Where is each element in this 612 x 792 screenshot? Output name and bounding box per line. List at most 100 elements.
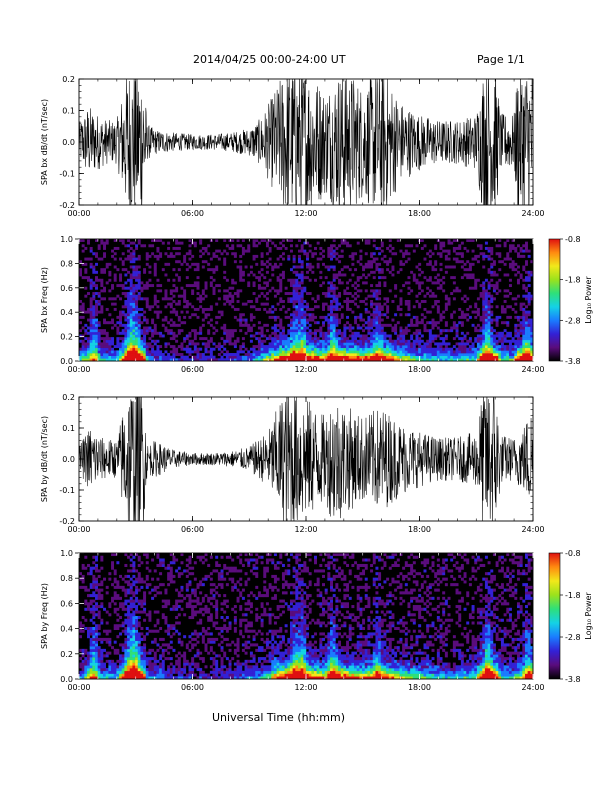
- spectrogram-cell: [348, 254, 352, 258]
- spectrogram-cell: [519, 254, 523, 258]
- spectrogram-cell: [207, 339, 211, 343]
- spectrogram-cell: [471, 353, 475, 356]
- spectrogram-cell: [434, 347, 438, 351]
- spectrogram-cell: [247, 300, 251, 303]
- spectrogram-cell: [289, 337, 293, 341]
- spectrogram-cell: [151, 640, 155, 644]
- x-tick-label: 12:00: [294, 209, 317, 218]
- spectrogram-cell: [498, 353, 502, 356]
- spectrogram-cell: [300, 334, 304, 338]
- spectrogram-cell: [316, 342, 320, 346]
- spectrogram-cell: [431, 281, 435, 285]
- spectrogram-cell: [81, 315, 85, 319]
- spectrogram-cell: [87, 276, 90, 280]
- spectrogram-cell: [95, 276, 98, 280]
- spectrogram-cell: [346, 281, 350, 285]
- spectrogram-cell: [212, 252, 216, 256]
- spectrogram-cell: [156, 249, 160, 253]
- spectrogram-cell: [319, 276, 323, 280]
- spectrogram-cell: [188, 635, 192, 639]
- spectrogram-cell: [330, 313, 334, 317]
- spectrogram-cell: [314, 300, 317, 303]
- spectrogram-cell: [145, 326, 149, 330]
- spectrogram-cell: [199, 347, 203, 351]
- spectrogram-cell: [81, 358, 85, 362]
- spectrogram-cell: [404, 326, 408, 330]
- spectrogram-cell: [105, 334, 109, 338]
- spectrogram-cell: [89, 665, 93, 669]
- spectrogram-cell: [100, 268, 104, 272]
- spectrogram-cell: [487, 345, 491, 349]
- spectrogram-cell: [343, 329, 347, 333]
- spectrogram-cell: [370, 334, 374, 338]
- spectrogram-cell: [519, 355, 523, 359]
- spectrogram-cell: [108, 643, 112, 647]
- spectrogram-cell: [420, 345, 424, 349]
- spectrogram-cell: [119, 276, 123, 280]
- spectrogram-cell: [458, 347, 462, 351]
- spectrogram-cell: [450, 315, 454, 319]
- spectrogram-cell: [121, 358, 125, 362]
- spectrogram-cell: [231, 342, 235, 346]
- spectrogram-cell: [324, 345, 328, 349]
- spectrogram-cell: [359, 326, 363, 330]
- spectrogram-cell: [303, 276, 307, 280]
- spectrogram-cell: [204, 350, 208, 354]
- spectrogram-cell: [351, 355, 355, 359]
- spectrogram-cell: [105, 654, 109, 658]
- spectrogram-cell: [225, 297, 229, 301]
- spectrogram-cell: [426, 321, 430, 325]
- spectrogram-cell: [289, 329, 293, 333]
- spectrogram-cell: [177, 605, 181, 609]
- spectrogram-cell: [268, 257, 272, 261]
- spectrogram-cell: [412, 342, 416, 346]
- spectrogram-cell: [426, 329, 430, 333]
- spectrogram-cell: [500, 355, 504, 359]
- spectrogram-cell: [380, 329, 384, 333]
- spectrogram-cell: [346, 339, 350, 343]
- spectrogram-cell: [100, 602, 104, 606]
- spectrogram-cell: [295, 350, 299, 354]
- spectrogram-cell: [97, 244, 101, 248]
- spectrogram-cell: [95, 563, 98, 567]
- spectrogram-cell: [407, 350, 411, 354]
- spectrogram-cell: [516, 337, 520, 341]
- spectrogram-cell: [375, 326, 379, 330]
- spectrogram-cell: [105, 262, 109, 266]
- spectrogram-cell: [177, 599, 181, 603]
- spectrogram-cell: [143, 580, 147, 584]
- spectrogram-cell: [265, 358, 269, 362]
- spectrogram-cell: [196, 555, 200, 559]
- spectrogram-cell: [482, 321, 486, 325]
- spectrogram-cell: [97, 662, 101, 666]
- spectrogram-cell: [383, 323, 387, 327]
- spectrogram-cell: [119, 616, 123, 620]
- spectrogram-cell: [159, 350, 163, 354]
- spectrogram-cell: [196, 602, 200, 606]
- spectrogram-cell: [297, 276, 301, 280]
- spectrogram-cell: [527, 276, 531, 280]
- spectrogram-cell: [479, 246, 483, 250]
- spectrogram-cell: [314, 315, 317, 319]
- spectrogram-cell: [233, 339, 237, 343]
- spectrogram-cell: [265, 241, 269, 245]
- spectrogram-cell: [511, 262, 515, 266]
- spectrogram-cell: [103, 355, 107, 359]
- spectrogram-cell: [156, 610, 160, 614]
- spectrogram-cell: [105, 621, 109, 625]
- spectrogram-cell: [92, 580, 96, 584]
- spectrogram-cell: [439, 329, 443, 333]
- spectrogram-cell: [81, 673, 85, 677]
- spectrogram-cell: [503, 310, 507, 314]
- spectrogram-cell: [415, 265, 419, 269]
- spectrogram-cell: [378, 339, 382, 343]
- spectrogram-cell: [124, 574, 128, 578]
- spectrogram-cell: [193, 241, 197, 245]
- spectrogram-cell: [185, 358, 189, 362]
- spectrogram-cell: [89, 643, 93, 647]
- spectrogram-cell: [108, 673, 112, 677]
- spectrogram-cell: [191, 662, 195, 666]
- spectrogram-cell: [92, 265, 96, 269]
- spectrogram-cell: [463, 353, 467, 356]
- spectrogram-cell: [388, 350, 392, 354]
